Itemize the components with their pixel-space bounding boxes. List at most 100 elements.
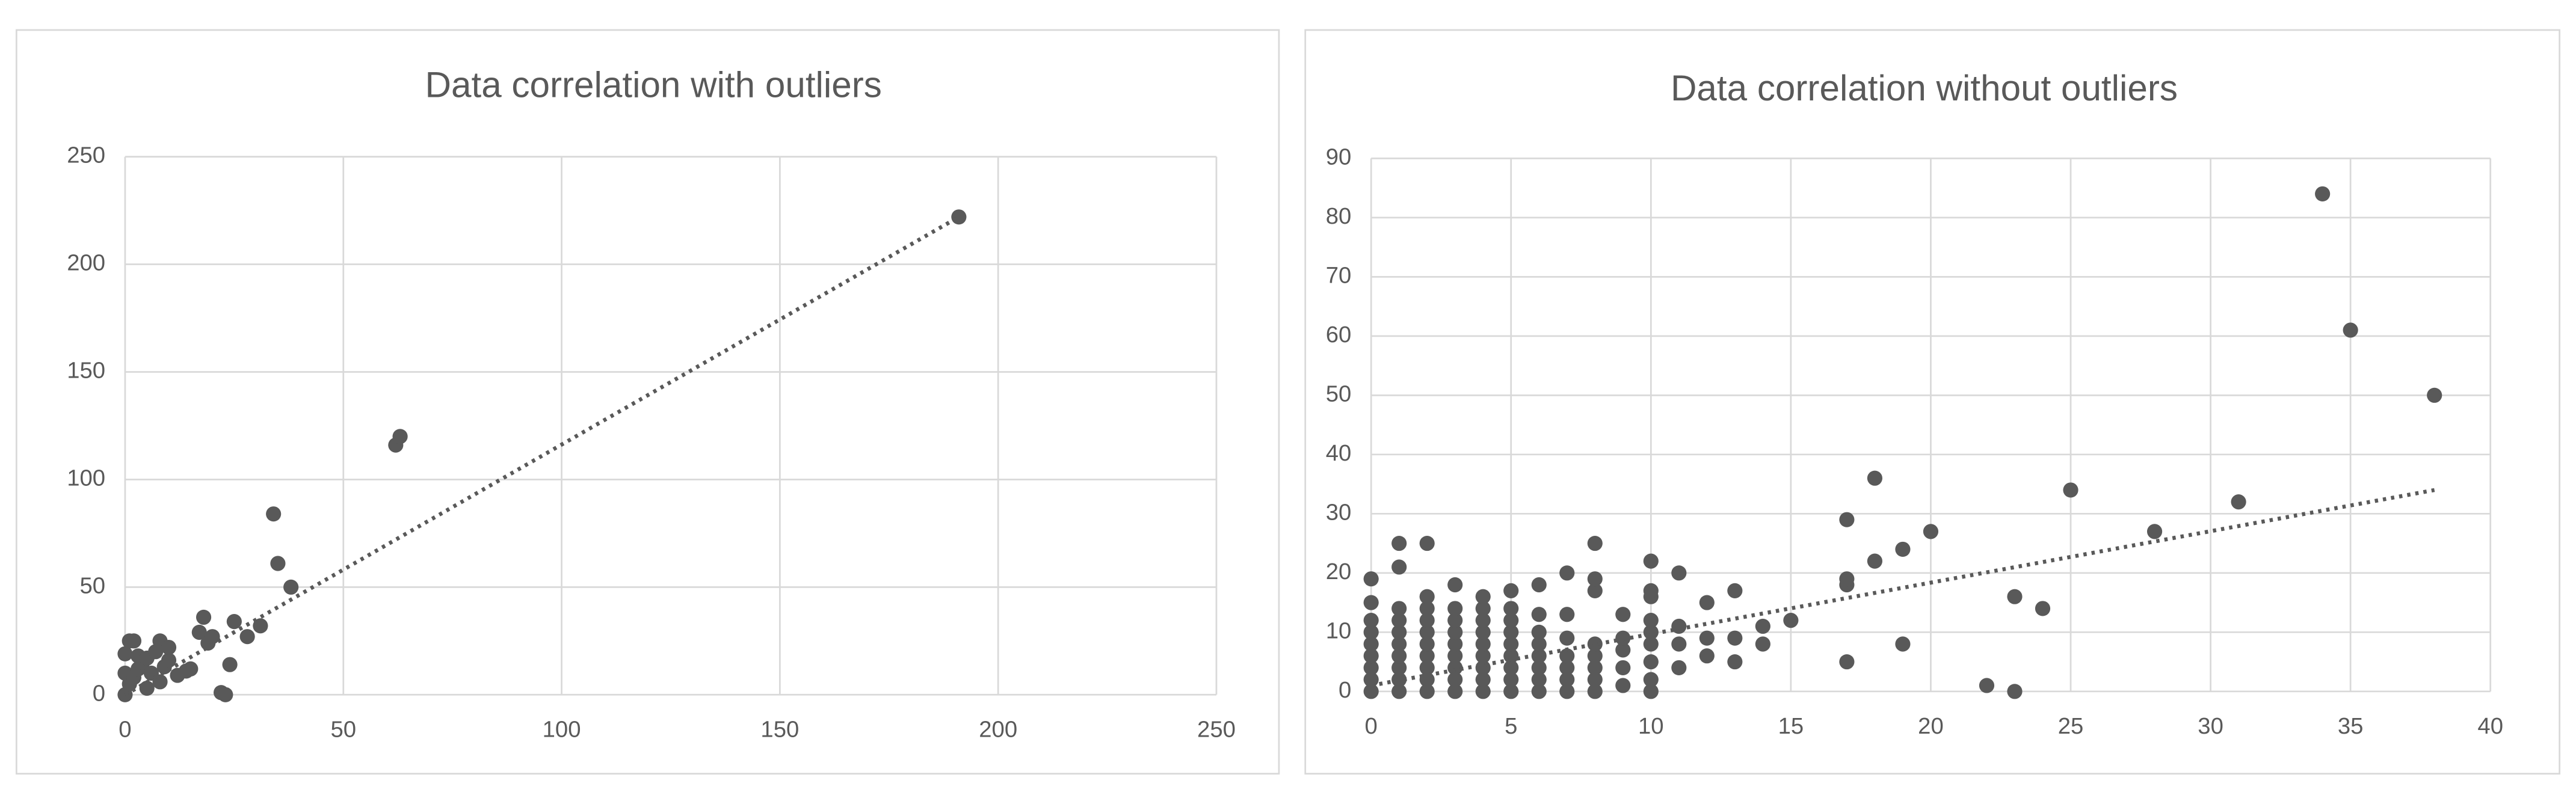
- data-point: [1391, 559, 1407, 575]
- x-tick-label: 0: [1365, 713, 1378, 739]
- data-point: [1475, 624, 1491, 640]
- data-point: [1419, 660, 1435, 676]
- chart-title: Data correlation without outliers: [1671, 68, 2178, 108]
- data-point: [1503, 601, 1519, 616]
- x-tick-label: 0: [119, 717, 131, 743]
- data-point: [1419, 636, 1435, 652]
- data-point: [1587, 636, 1603, 652]
- data-point: [1391, 613, 1407, 628]
- data-point: [1475, 613, 1491, 628]
- data-point: [1559, 607, 1575, 622]
- y-tick-label: 70: [1326, 262, 1352, 288]
- data-point: [1419, 613, 1435, 628]
- data-point: [1419, 624, 1435, 640]
- data-point: [1503, 660, 1519, 676]
- data-point: [1755, 636, 1770, 652]
- data-point: [1475, 684, 1491, 699]
- y-tick-label: 50: [1326, 381, 1352, 407]
- data-point: [1895, 541, 1911, 557]
- data-point: [1895, 636, 1911, 652]
- data-point: [1391, 672, 1407, 687]
- data-point: [1531, 577, 1547, 593]
- data-point: [2146, 524, 2163, 539]
- data-point: [1531, 660, 1547, 676]
- data-point: [161, 652, 177, 668]
- data-point: [1447, 636, 1463, 652]
- chart-panel: [15, 29, 1280, 775]
- data-point: [1391, 636, 1407, 652]
- x-tick-label: 50: [330, 717, 356, 743]
- data-point: [1363, 636, 1379, 652]
- y-tick-label: 50: [80, 572, 106, 598]
- data-point: [1419, 648, 1435, 664]
- data-point: [1363, 660, 1379, 676]
- data-point: [1587, 583, 1603, 598]
- data-point: [1503, 684, 1519, 699]
- data-point: [1699, 595, 1715, 610]
- data-point: [1587, 660, 1603, 676]
- data-point: [1503, 613, 1519, 628]
- x-tick-label: 20: [1918, 713, 1944, 739]
- data-point: [1363, 595, 1379, 610]
- data-point: [1671, 565, 1687, 581]
- data-point: [1867, 470, 1883, 486]
- data-point: [951, 209, 967, 225]
- data-point: [1475, 648, 1491, 664]
- data-point: [1587, 684, 1603, 699]
- y-tick-label: 60: [1326, 322, 1352, 348]
- x-tick-label: 250: [1197, 717, 1236, 743]
- data-point: [183, 661, 199, 677]
- data-point: [1671, 660, 1687, 676]
- data-point: [1559, 648, 1575, 664]
- data-point: [1363, 672, 1379, 687]
- data-point: [1531, 624, 1547, 640]
- data-point: [1503, 624, 1519, 640]
- data-point: [2035, 601, 2051, 616]
- data-point: [239, 629, 255, 645]
- data-point: [283, 579, 299, 595]
- data-point: [1363, 624, 1379, 640]
- data-point: [1671, 618, 1687, 634]
- data-point: [1867, 553, 1883, 569]
- x-tick-label: 25: [2058, 713, 2084, 739]
- data-point: [1559, 660, 1575, 676]
- data-point: [1559, 684, 1575, 699]
- y-tick-label: 80: [1326, 203, 1352, 229]
- data-point: [1755, 618, 1770, 634]
- data-point: [1447, 577, 1463, 593]
- x-tick-label: 150: [760, 717, 799, 743]
- data-point: [1699, 648, 1715, 664]
- data-point: [266, 506, 282, 522]
- x-tick-label: 100: [543, 717, 581, 743]
- data-point: [1363, 613, 1379, 628]
- data-point: [1363, 684, 1379, 699]
- data-point: [1391, 601, 1407, 616]
- data-point: [2007, 684, 2023, 699]
- data-point: [253, 618, 268, 634]
- data-point: [1503, 583, 1519, 598]
- data-point: [1727, 654, 1743, 670]
- data-point: [392, 429, 408, 444]
- data-point: [1531, 607, 1547, 622]
- data-point: [1643, 654, 1659, 670]
- data-point: [1839, 512, 1855, 527]
- data-point: [1699, 630, 1715, 646]
- y-tick-label: 200: [67, 250, 105, 276]
- data-point: [1979, 678, 1995, 693]
- data-point: [1671, 636, 1687, 652]
- data-point: [1391, 624, 1407, 640]
- data-point: [1839, 654, 1855, 670]
- data-point: [1727, 583, 1743, 598]
- data-point: [2315, 186, 2331, 202]
- data-point: [226, 614, 242, 630]
- data-point: [218, 687, 233, 702]
- data-point: [1531, 672, 1547, 687]
- data-point: [117, 646, 133, 661]
- data-point: [2007, 589, 2023, 604]
- data-point: [1475, 636, 1491, 652]
- x-tick-label: 200: [979, 717, 1017, 743]
- y-tick-label: 250: [67, 143, 105, 168]
- data-point: [1727, 630, 1743, 646]
- x-tick-label: 35: [2338, 713, 2364, 739]
- data-point: [1531, 684, 1547, 699]
